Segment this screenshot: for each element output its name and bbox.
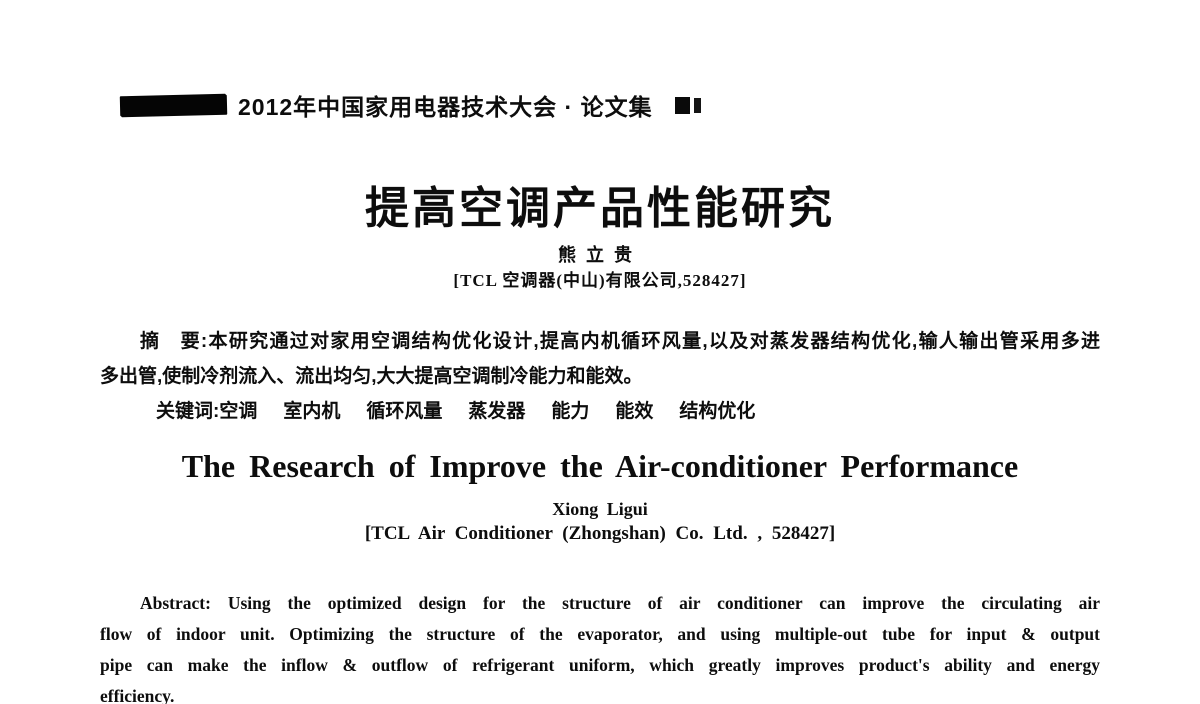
keyword: 循环风量 [366, 401, 443, 422]
abstract-english-line: efficiency. [100, 686, 175, 704]
abstract-english: Abstract: Using the optimized design for… [100, 588, 1100, 704]
keyword: 能力 [551, 401, 590, 422]
affiliation-english: [TCL Air Conditioner (Zhongshan) Co. Ltd… [364, 523, 836, 544]
keyword: 空调 [219, 401, 258, 422]
artifact-mark [674, 96, 690, 114]
abstract-english-line: Abstract: Using the optimized design for… [140, 593, 1100, 613]
author-english: Xiong Ligui [552, 499, 648, 519]
abstract-english-line: pipe can make the inflow & outflow of re… [100, 655, 1100, 675]
keyword: 蒸发器 [468, 401, 526, 422]
keyword: 室内机 [283, 401, 341, 422]
paper-title-chinese: 提高空调产品性能研究 [365, 184, 835, 233]
paper-title-english: The Research of Improve the Air-conditio… [181, 448, 1019, 484]
keywords-label: 关键词: [156, 401, 220, 422]
author-chinese: 熊立贵 [558, 245, 642, 265]
abstract-chinese: 摘 要:本研究通过对家用空调结构优化设计,提高内机循环风量,以及对蒸发器结构优化… [100, 324, 1100, 394]
abstract-chinese-line: 多出管,使制冷剂流入、流出均匀,大大提高空调制冷能力和能效。 [100, 366, 643, 387]
abstract-english-line: flow of indoor unit. Optimizing the stru… [100, 624, 1100, 644]
keyword: 结构优化 [679, 401, 756, 422]
proceedings-header: 2012年中国家用电器技术大会 · 论文集 [119, 90, 701, 120]
abstract-chinese-line: 摘 要:本研究通过对家用空调结构优化设计,提高内机循环风量,以及对蒸发器结构优化… [140, 331, 1100, 352]
affiliation-chinese: [TCL 空调器(中山)有限公司,528427] [453, 271, 747, 290]
print-artifact-marks [674, 96, 701, 114]
keyword: 能效 [615, 401, 654, 422]
artifact-mark [693, 97, 701, 113]
redaction-bar [119, 93, 227, 117]
keywords-chinese: 关键词:空调 室内机 循环风量 蒸发器 能力 能效 结构优化 [100, 394, 1100, 429]
proceedings-title: 2012年中国家用电器技术大会 · 论文集 [238, 94, 653, 120]
